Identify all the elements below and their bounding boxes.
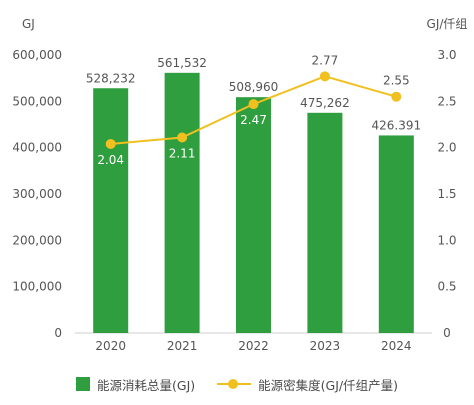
y-left-tick-label: 300,000 [12,187,62,201]
bar-2020 [93,88,129,334]
x-tick-label: 2021 [167,339,198,353]
chart-legend: 能源消耗总量(GJ) 能源密集度(GJ/仟组产量) [0,374,474,394]
bar-label-2023: 475,262 [300,96,350,110]
legend-item-total-energy: 能源消耗总量(GJ) [76,375,195,394]
y-right-tick-label: 2.0 [437,141,456,155]
x-tick-label: 2022 [238,339,269,353]
y-left-unit: GJ [22,17,35,31]
intensity-point-2023 [319,71,330,82]
intensity-label-2021: 2.11 [169,146,196,160]
y-right-unit: GJ/仟组 [427,17,468,31]
y-right-tick-label: 3.0 [437,48,456,62]
y-left-tick-label: 200,000 [12,233,62,247]
intensity-point-2020 [105,138,116,149]
y-left-tick-label: 600,000 [12,48,62,62]
y-right-tick-label: 0.5 [437,280,456,294]
y-right-tick-label: 0 [443,326,451,340]
legend-bar-swatch [76,377,90,391]
x-tick-label: 2024 [381,339,412,353]
bar-2023 [307,112,343,333]
legend-label-total-energy: 能源消耗总量(GJ) [97,377,196,393]
bar-2022 [236,97,271,333]
y-right-tick-label: 2.5 [437,94,456,108]
y-left-tick-label: 100,000 [12,280,62,294]
intensity-label-2022: 2.47 [240,113,267,127]
y-left-tick-label: 500,000 [12,94,62,108]
bar-label-2022: 508,960 [229,80,279,94]
bar-label-2024: 426.391 [371,118,421,132]
intensity-point-2022 [248,99,259,110]
bar-label-2020: 528,232 [86,71,136,85]
bar-2024 [378,135,414,333]
intensity-label-2024: 2.55 [383,74,410,88]
bar-label-2021: 561,532 [157,56,207,70]
intensity-label-2023: 2.77 [312,53,339,67]
intensity-label-2020: 2.04 [97,153,124,167]
x-tick-label: 2020 [95,339,126,353]
y-left-tick-label: 0 [54,326,62,340]
bar-2021 [164,72,200,333]
intensity-point-2024 [391,91,402,102]
intensity-point-2021 [177,132,188,143]
legend-item-intensity: 能源密集度(GJ/仟组产量) [217,375,398,394]
y-left-tick-label: 400,000 [12,141,62,155]
x-tick-label: 2023 [310,339,341,353]
y-right-tick-label: 1.5 [437,187,456,201]
legend-label-intensity: 能源密集度(GJ/仟组产量) [258,377,398,393]
y-right-tick-label: 1.0 [437,233,456,247]
legend-line-swatch [217,377,252,391]
